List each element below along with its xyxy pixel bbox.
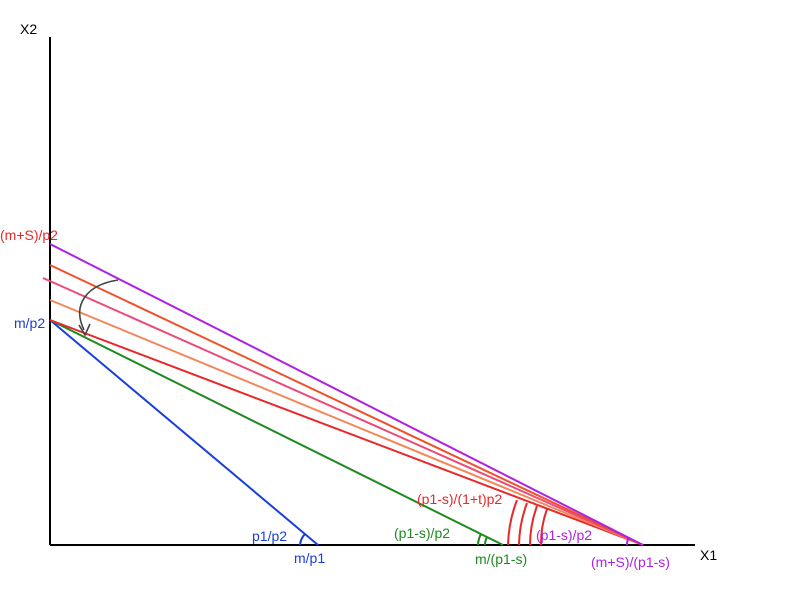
budget-line-tax — [49, 319, 644, 546]
budget-line-lump-sum — [49, 243, 644, 546]
angle-arc-green-2 — [477, 533, 482, 546]
label-m-s-p2: (m+S)/p2 — [0, 227, 58, 243]
label-slope-p1-p2: p1/p2 — [252, 528, 287, 544]
angle-arc-red-4 — [507, 499, 518, 546]
label-m-p1: m/p1 — [294, 550, 325, 566]
budget-line-intermediate-2 — [42, 277, 644, 546]
budget-line-intermediate-1 — [49, 299, 644, 546]
label-slope-p1s-p2-purple: (p1-s)/p2 — [536, 527, 592, 543]
angle-arc-red-3 — [518, 502, 528, 546]
budget-line-subsidy — [49, 319, 504, 546]
label-slope-p1s-1t-p2: (p1-s)/(1+t)p2 — [417, 491, 502, 507]
budget-line-original — [49, 319, 319, 546]
angle-arc-blue — [299, 533, 306, 546]
rotation-arrow — [79, 279, 119, 331]
rotation-arrowhead — [78, 323, 91, 337]
label-m-s-p1-s: (m+S)/(p1-s) — [591, 554, 670, 570]
label-m-p1-s: m/(p1-s) — [475, 551, 527, 567]
angle-arc-red-1 — [539, 508, 548, 546]
label-slope-p1s-p2-green: (p1-s)/p2 — [394, 525, 450, 541]
y-axis-label: X2 — [20, 21, 37, 37]
angle-arc-purple — [625, 536, 630, 546]
label-m-p2: m/p2 — [14, 315, 45, 331]
x-axis-label: X1 — [700, 547, 717, 563]
angle-arc-red-2 — [529, 505, 538, 546]
budget-line-intermediate-3 — [49, 264, 644, 546]
angle-arc-green-1 — [484, 536, 488, 546]
